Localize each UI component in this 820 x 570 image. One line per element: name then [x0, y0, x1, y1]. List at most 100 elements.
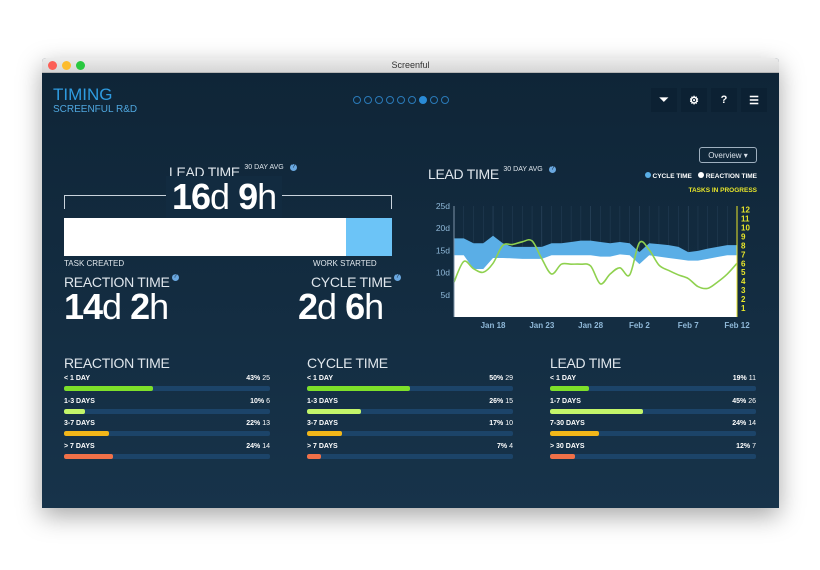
- cycle-time-value: 2d 6h: [298, 286, 384, 328]
- legend-swatch: [644, 172, 651, 178]
- bucket-track: [550, 453, 756, 459]
- bucket-count: 11: [748, 375, 756, 382]
- bucket-label: 1-7 DAYS: [550, 397, 581, 405]
- close-button[interactable]: [48, 61, 57, 70]
- bucket-fill: [307, 408, 361, 414]
- distribution-title: REACTION TIME: [64, 355, 170, 371]
- bucket-pct: 24%: [246, 442, 261, 450]
- menu-button[interactable]: ☰: [741, 88, 767, 112]
- chart-subtitle: 30 DAY AVG: [503, 166, 543, 173]
- chart-legend: CYCLE TIME REACTION TIME: [644, 172, 757, 180]
- x-tick-label: Jan 28: [578, 321, 603, 330]
- help-button[interactable]: ?: [711, 88, 737, 112]
- cycle-segment: [346, 218, 392, 256]
- bucket-track: [307, 386, 513, 391]
- y2-tick-label: 4: [741, 277, 746, 286]
- bucket-fill: [64, 408, 85, 414]
- bucket-pct: 50%: [489, 375, 504, 382]
- distribution-2: LEAD TIME < 1 DAY 19% 11 1-7 DAYS 45% 26 7-30…: [550, 355, 756, 465]
- bucket-label: > 7 DAYS: [307, 442, 338, 450]
- page-dot[interactable]: [364, 96, 372, 104]
- page-dots: [353, 96, 449, 104]
- page-dot[interactable]: [397, 96, 405, 104]
- bucket-fill: [550, 386, 590, 391]
- unit: h: [149, 286, 169, 327]
- bucket-count: 7: [752, 442, 756, 450]
- legend-reaction: REACTION TIME: [697, 172, 757, 180]
- y2-tick-label: 10: [741, 223, 750, 232]
- settings-button[interactable]: ⚙: [681, 88, 707, 112]
- filter-button[interactable]: ⏷: [651, 88, 677, 112]
- bucket-track: [64, 453, 270, 459]
- bucket-fill: [550, 431, 600, 436]
- page-title: TIMING: [53, 85, 113, 104]
- bucket-track: [550, 408, 756, 414]
- distribution-row: 1-3 DAYS 10% 6: [64, 398, 270, 421]
- page-dot[interactable]: [353, 96, 361, 104]
- unit: d: [210, 176, 230, 217]
- page-dot[interactable]: [430, 96, 438, 104]
- distributions: REACTION TIME < 1 DAY 43% 25 1-3 DAYS 10% 6 3…: [64, 355, 756, 465]
- y2-tick-label: 3: [741, 286, 746, 295]
- y-tick-label: 25d: [436, 201, 450, 211]
- bucket-track: [550, 386, 756, 391]
- bucket-count: 15: [505, 397, 513, 405]
- bucket-label: > 7 DAYS: [64, 442, 95, 450]
- reaction-time-area: [454, 254, 737, 317]
- distribution-0: REACTION TIME < 1 DAY 43% 25 1-3 DAYS 10% 6 3…: [64, 355, 270, 465]
- filter-icon: ⏷: [659, 93, 669, 106]
- distribution-row: 3-7 DAYS 17% 10: [307, 420, 513, 443]
- y2-tick-label: 9: [741, 232, 746, 241]
- bucket-pct: 22%: [246, 420, 261, 427]
- distribution-row: 1-7 DAYS 45% 26: [550, 398, 756, 421]
- bucket-fill: [64, 386, 153, 391]
- bucket-pct: 7%: [497, 442, 508, 450]
- y2-tick-label: 5: [741, 268, 746, 277]
- bucket-label: < 1 DAY: [550, 375, 577, 382]
- help-icon[interactable]: ?: [171, 274, 179, 281]
- y2-tick-label: 7: [741, 250, 746, 259]
- page-dot[interactable]: [375, 96, 383, 104]
- lead-time-value: 16d 9h: [166, 176, 283, 218]
- view-select[interactable]: Overview ▾: [699, 147, 757, 163]
- bucket-label: > 30 DAYS: [550, 442, 585, 450]
- bucket-track: [307, 453, 513, 459]
- x-tick-label: Feb 2: [629, 321, 650, 330]
- x-tick-label: Jan 18: [481, 321, 506, 330]
- app-window: Screenful TIMING SCREENFUL R&D ⏷ ⚙ ? ☰ O…: [42, 58, 779, 508]
- bucket-label: 3-7 DAYS: [307, 420, 338, 427]
- help-icon[interactable]: ?: [393, 274, 401, 281]
- y2-tick-label: 12: [741, 206, 750, 215]
- bucket-track: [64, 431, 270, 436]
- reaction-time-label: REACTION TIME: [64, 274, 170, 290]
- bucket-count: 13: [262, 420, 270, 427]
- bucket-pct: 10%: [250, 397, 265, 405]
- tasks-legend: TASKS IN PROGRESS: [688, 187, 757, 194]
- page-dot[interactable]: [419, 96, 427, 104]
- reaction-segment: [64, 218, 347, 256]
- bucket-count: 29: [505, 375, 513, 382]
- bucket-track: [64, 386, 270, 391]
- distribution-row: > 7 DAYS 7% 4: [307, 443, 513, 466]
- tasks-in-progress-line: [453, 238, 738, 290]
- distribution-row: < 1 DAY 19% 11: [550, 375, 756, 398]
- page-dot[interactable]: [441, 96, 449, 104]
- help-icon[interactable]: ?: [549, 166, 557, 173]
- page-dot[interactable]: [386, 96, 394, 104]
- bucket-count: 10: [505, 420, 513, 427]
- maximize-button[interactable]: [76, 61, 85, 70]
- minimize-button[interactable]: [62, 61, 71, 70]
- legend-label: REACTION TIME: [705, 173, 757, 180]
- hours: 2: [130, 286, 150, 327]
- x-tick-label: Feb 7: [678, 321, 699, 330]
- y2-tick-label: 11: [741, 215, 750, 224]
- y-tick-label: 15d: [436, 245, 450, 255]
- bucket-pct: 26%: [489, 397, 504, 405]
- bucket-count: 14: [262, 442, 270, 450]
- help-icon[interactable]: ?: [290, 164, 298, 171]
- bucket-label: 1-3 DAYS: [64, 397, 95, 405]
- unit: d: [102, 286, 122, 327]
- page-dot[interactable]: [408, 96, 416, 104]
- unit: d: [317, 286, 337, 327]
